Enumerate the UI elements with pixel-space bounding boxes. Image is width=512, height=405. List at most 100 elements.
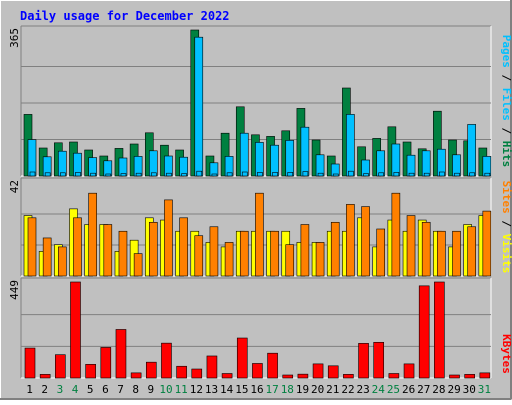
x-tick-label: 30 — [463, 383, 476, 396]
bar-files — [285, 140, 295, 177]
bar-sites — [73, 217, 82, 277]
bar-pages — [257, 172, 263, 177]
y-max-label: 365 — [8, 28, 21, 48]
x-tick-label: 21 — [326, 383, 339, 396]
legend-separator: / — [500, 214, 512, 234]
x-tick-label: 25 — [387, 383, 400, 396]
bar-sites — [330, 221, 340, 277]
bar-sites — [376, 228, 386, 277]
x-tick-label: 7 — [117, 383, 124, 396]
bar-sites — [406, 215, 416, 277]
bar-kbytes — [252, 363, 263, 379]
x-tick-label: 27 — [417, 383, 430, 396]
bar-sites — [194, 235, 204, 277]
bar-sites — [27, 217, 37, 277]
bar-sites — [391, 192, 401, 277]
x-tick-label: 4 — [72, 383, 79, 396]
y-max-label: 449 — [8, 280, 21, 300]
bar-sites — [148, 221, 158, 277]
bar-files — [421, 150, 431, 177]
bar-files — [194, 36, 204, 177]
bar-kbytes — [145, 361, 157, 379]
x-tick-label: 3 — [57, 383, 64, 396]
legend-panel-1: Pages / Files / Hits — [500, 35, 512, 168]
bar-sites — [103, 224, 113, 277]
bar-files — [376, 150, 386, 177]
bar-pages — [75, 172, 81, 177]
plot-area-3 — [21, 278, 491, 378]
bar-kbytes — [161, 342, 172, 379]
x-tick-label: 9 — [148, 383, 155, 396]
legend-separator: / — [500, 121, 512, 141]
bar-kbytes — [130, 372, 142, 379]
x-tick-label: 10 — [159, 383, 172, 396]
x-tick-label: 23 — [357, 383, 370, 396]
bar-files — [27, 139, 37, 177]
bar-sites — [346, 204, 355, 277]
legend-pages: Pages — [500, 35, 512, 68]
x-tick-label: 20 — [311, 383, 324, 396]
bar-pages — [423, 172, 430, 177]
bar-kbytes — [55, 354, 66, 379]
bar-pages — [287, 172, 294, 177]
bar-kbytes — [100, 347, 112, 379]
bar-kbytes — [85, 364, 96, 379]
bar-files — [270, 144, 279, 177]
x-tick-label: 19 — [296, 383, 309, 396]
bar-files — [315, 154, 325, 177]
bar-sites — [300, 224, 310, 277]
bar-sites — [118, 230, 128, 277]
x-tick-label: 15 — [235, 383, 248, 396]
x-tick-label: 12 — [190, 383, 203, 396]
bar-files — [148, 150, 158, 177]
bar-sites — [58, 246, 67, 277]
bar-sites — [315, 242, 325, 277]
bar-kbytes — [312, 363, 324, 379]
x-tick-label: 22 — [341, 383, 354, 396]
bar-sites — [421, 221, 431, 277]
bar-kbytes — [434, 281, 445, 379]
x-tick-label: 17 — [266, 383, 279, 396]
legend-hits: Hits — [500, 141, 512, 168]
bar-pages — [272, 172, 278, 177]
x-tick-label: 13 — [205, 383, 218, 396]
bar-kbytes — [343, 374, 354, 379]
bar-files — [239, 132, 249, 177]
bar-files — [346, 114, 355, 177]
bar-kbytes — [418, 285, 430, 379]
bar-pages — [44, 172, 51, 177]
bar-pages — [454, 172, 460, 177]
bar-pages — [302, 171, 309, 177]
x-tick-label: 5 — [87, 383, 94, 396]
bar-pages — [348, 170, 354, 177]
bar-sites — [88, 192, 97, 277]
legend-sites: Sites — [500, 181, 512, 214]
bar-kbytes — [297, 373, 309, 379]
bar-kbytes — [358, 343, 369, 379]
x-tick-label: 31 — [478, 383, 491, 396]
bar-pages — [378, 172, 385, 177]
bar-kbytes — [236, 337, 248, 379]
bar-kbytes — [479, 372, 491, 379]
legend-separator: / — [500, 68, 512, 88]
bar-kbytes — [267, 352, 278, 379]
bar-files — [300, 126, 310, 177]
bar-kbytes — [327, 365, 339, 379]
x-tick-label: 6 — [102, 383, 109, 396]
legend-panel-2: Sites / Visits — [500, 181, 512, 274]
bar-kbytes — [373, 341, 385, 379]
bar-pages — [29, 171, 36, 177]
bar-kbytes — [39, 374, 51, 379]
x-tick-label: 18 — [281, 383, 294, 396]
bar-pages — [135, 172, 142, 177]
bar-pages — [332, 173, 339, 177]
x-tick-label: 24 — [372, 383, 386, 396]
bar-sites — [437, 230, 446, 277]
bar-pages — [226, 172, 233, 177]
bar-sites — [482, 210, 492, 277]
bar-files — [452, 154, 461, 177]
bar-sites — [452, 230, 461, 277]
bar-sites — [179, 217, 188, 277]
bar-pages — [196, 170, 203, 177]
x-tick-label: 2 — [41, 383, 48, 396]
